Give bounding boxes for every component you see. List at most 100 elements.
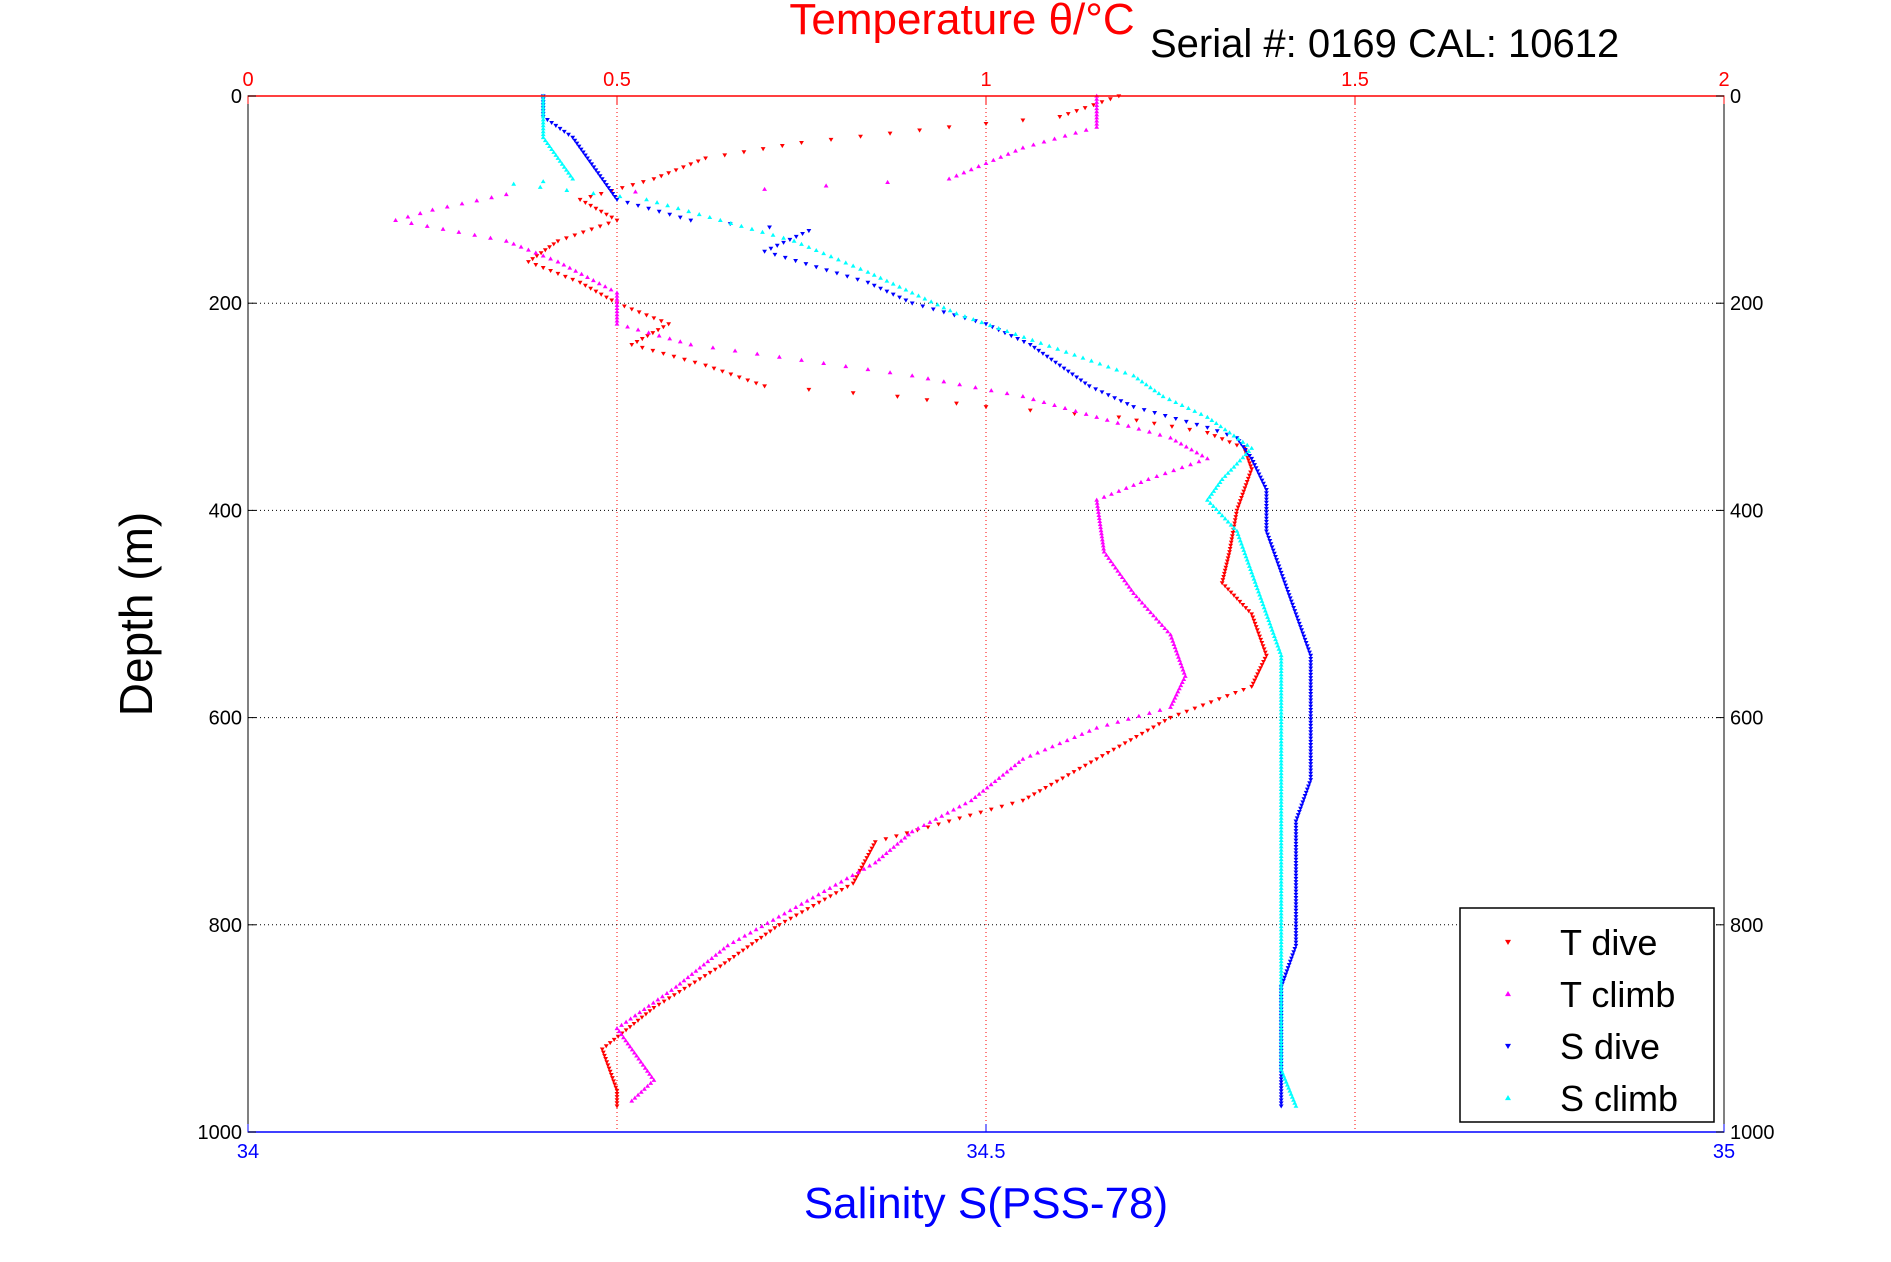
data-point	[1242, 448, 1248, 453]
data-point	[629, 1047, 635, 1052]
data-point	[660, 351, 666, 356]
data-point	[838, 879, 844, 884]
data-point	[614, 302, 620, 307]
data-point	[731, 954, 737, 960]
data-point	[1134, 418, 1139, 423]
salinity-tick-label: 34.5	[967, 1141, 1006, 1163]
data-point	[1278, 704, 1284, 709]
data-point	[582, 283, 588, 288]
data-point	[804, 898, 810, 903]
data-point	[650, 348, 656, 353]
data-point	[1008, 766, 1014, 771]
data-point	[1278, 783, 1284, 788]
data-point	[941, 379, 947, 384]
data-point	[1293, 880, 1299, 885]
data-point	[799, 901, 804, 906]
data-point	[828, 894, 833, 899]
data-point	[666, 171, 672, 176]
depth-tick-label-left: 800	[209, 915, 242, 937]
data-point	[1099, 534, 1105, 539]
data-point	[1286, 1085, 1291, 1090]
data-point	[701, 962, 707, 967]
data-point	[767, 929, 773, 934]
data-point	[1142, 603, 1148, 608]
data-point	[1240, 544, 1245, 549]
data-point	[1278, 959, 1284, 964]
data-point	[823, 183, 829, 188]
data-point	[803, 262, 809, 267]
data-point	[607, 1069, 613, 1074]
data-point	[1278, 984, 1284, 989]
data-point	[1278, 841, 1284, 846]
data-point	[946, 819, 952, 824]
temperature-tick-label: 1.5	[1341, 69, 1369, 91]
data-point	[1264, 516, 1269, 521]
data-point	[1264, 529, 1269, 534]
data-point	[1219, 476, 1225, 481]
data-point	[1169, 701, 1175, 706]
data-point	[1245, 560, 1251, 565]
data-point	[793, 259, 798, 264]
data-point	[1101, 494, 1107, 499]
salinity-tick-label: 34	[237, 1141, 259, 1163]
data-point	[1020, 798, 1026, 803]
data-point	[1265, 532, 1270, 537]
data-point	[1233, 515, 1239, 520]
data-point	[1182, 673, 1188, 678]
data-point	[707, 214, 713, 220]
data-point	[1233, 691, 1238, 696]
data-point	[1194, 422, 1200, 427]
data-point	[760, 147, 766, 152]
data-point	[1294, 615, 1300, 620]
data-point	[1308, 762, 1314, 767]
data-point	[1278, 710, 1284, 715]
data-point	[852, 878, 858, 883]
data-point	[1252, 579, 1258, 584]
data-point	[1255, 469, 1260, 474]
data-point	[1209, 491, 1215, 496]
data-point	[806, 229, 812, 234]
data-point	[1175, 689, 1181, 694]
data-point	[1237, 599, 1243, 604]
data-point	[540, 266, 546, 271]
data-point	[644, 1068, 650, 1073]
data-point	[787, 908, 793, 913]
data-point	[1020, 394, 1026, 399]
data-point	[1252, 621, 1258, 626]
data-point	[1308, 758, 1314, 764]
data-point	[440, 226, 446, 231]
data-point	[1083, 127, 1089, 132]
data-point	[1232, 521, 1238, 526]
data-point	[1308, 688, 1314, 693]
data-point	[1308, 765, 1314, 770]
data-point	[632, 1095, 638, 1100]
data-point	[1147, 710, 1152, 715]
data-point	[1308, 746, 1314, 751]
data-point	[906, 832, 911, 837]
data-point	[1261, 481, 1266, 486]
data-point	[799, 910, 805, 915]
data-point	[753, 381, 759, 386]
data-point	[1270, 630, 1276, 635]
data-point	[781, 235, 786, 240]
data-point	[614, 218, 620, 223]
data-point	[1057, 363, 1063, 368]
data-point	[1224, 559, 1230, 564]
legend-box	[1459, 907, 1715, 1123]
data-point	[850, 391, 856, 396]
data-point	[1250, 681, 1256, 686]
data-point	[1293, 915, 1299, 920]
data-point	[673, 984, 679, 989]
data-point	[1114, 367, 1120, 372]
data-point	[998, 154, 1004, 159]
data-point	[1264, 653, 1269, 658]
data-point	[646, 1003, 652, 1008]
data-point	[893, 834, 899, 839]
data-point	[1100, 540, 1106, 545]
data-point	[762, 384, 767, 389]
data-point	[1278, 1061, 1284, 1066]
data-point	[1241, 687, 1246, 693]
data-point	[983, 405, 989, 410]
data-point	[749, 942, 755, 947]
data-point	[1094, 115, 1100, 120]
